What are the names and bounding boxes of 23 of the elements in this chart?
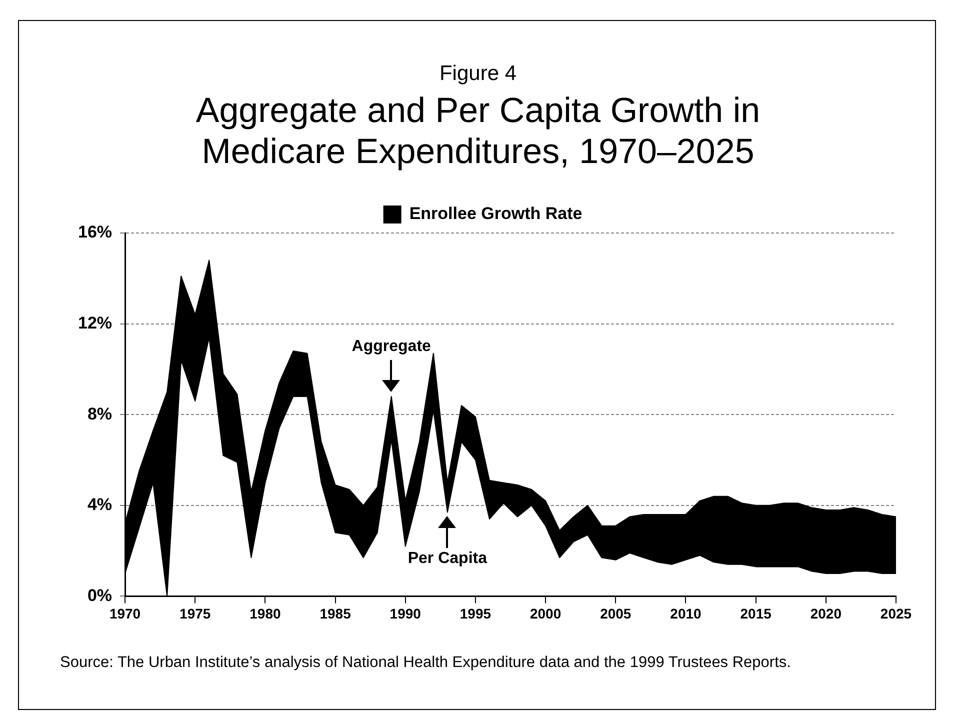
x-tick-label: 2010 xyxy=(670,605,702,622)
x-tick-label: 1985 xyxy=(320,605,352,622)
x-tick-label: 1995 xyxy=(460,605,492,622)
x-tick-label: 1980 xyxy=(250,605,281,622)
annotation: Per Capita xyxy=(408,550,487,568)
x-tick-label: 1970 xyxy=(109,605,141,622)
source-note: Source: The Urban Institute’s analysis of National Health Expenditure data and the 1999 Trustees Reports. xyxy=(60,653,792,673)
chart-title: Aggregate and Per Capita Growth in Medicare Expenditures, 1970–2025 xyxy=(194,90,762,172)
legend-label: Enrollee Growth Rate xyxy=(409,204,582,224)
x-tick-label: 2020 xyxy=(810,605,842,622)
x-tick-label: 1990 xyxy=(390,605,422,622)
x-tick-label: 2005 xyxy=(600,605,632,622)
y-tick-label: 0% xyxy=(87,586,112,605)
chart-subtitle: Figure 4 xyxy=(438,62,518,86)
annotation: Aggregate xyxy=(352,338,431,356)
y-tick-label: 8% xyxy=(87,404,112,424)
x-tick-label: 2025 xyxy=(880,605,912,622)
x-tick-label: 1975 xyxy=(180,605,211,622)
x-tick-label: 2015 xyxy=(740,605,772,622)
x-tick-label: 2000 xyxy=(530,605,562,622)
y-tick-label: 4% xyxy=(87,495,112,514)
y-tick-label: 12% xyxy=(78,313,112,332)
y-tick-label: 16% xyxy=(78,222,112,242)
